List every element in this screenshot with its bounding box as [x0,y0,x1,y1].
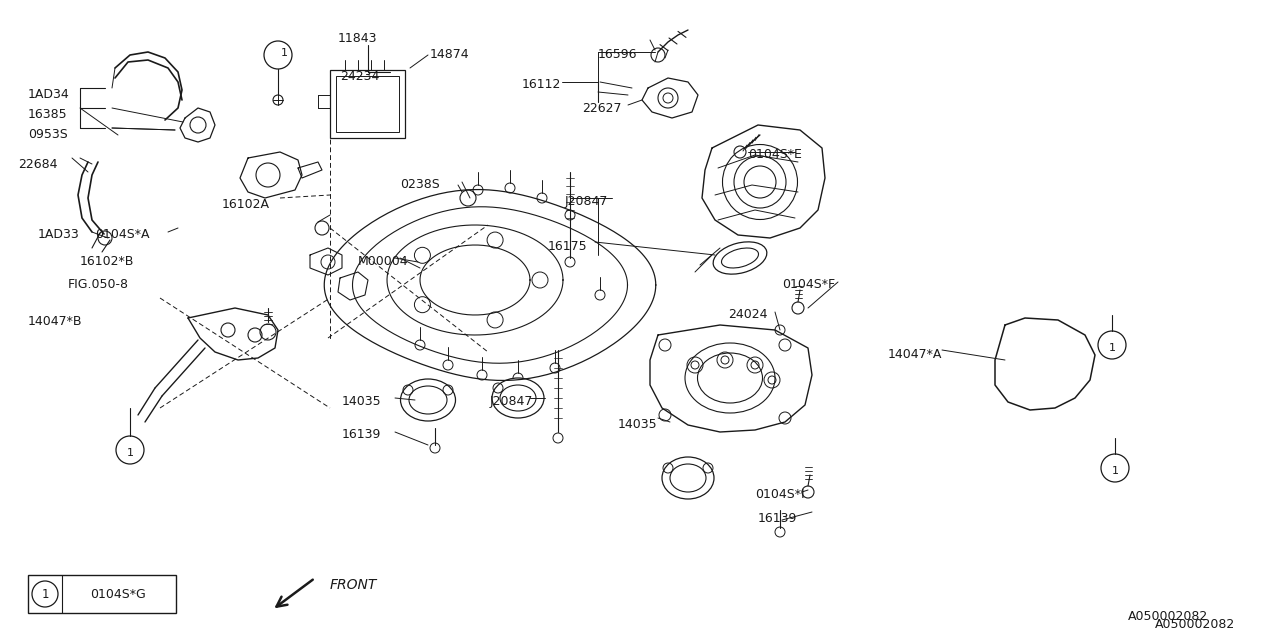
Text: 22627: 22627 [582,102,622,115]
Text: 16139: 16139 [342,428,381,441]
Text: 24024: 24024 [728,308,768,321]
Text: A050002082: A050002082 [1128,610,1208,623]
Text: 16102A: 16102A [221,198,270,211]
Text: 0104S*A: 0104S*A [95,228,150,241]
Text: J20847: J20847 [490,395,534,408]
Text: 1: 1 [127,448,133,458]
Ellipse shape [744,166,776,198]
Ellipse shape [492,378,544,418]
Text: 16596: 16596 [598,48,637,61]
Text: 0104S*F: 0104S*F [782,278,835,291]
Text: 0238S: 0238S [399,178,440,191]
Text: 16175: 16175 [548,240,588,253]
Text: FRONT: FRONT [330,578,378,592]
Ellipse shape [410,386,447,414]
Text: 1: 1 [1108,343,1115,353]
Text: 22684: 22684 [18,158,58,171]
Ellipse shape [669,464,707,492]
Ellipse shape [722,145,797,220]
Text: 14047*A: 14047*A [888,348,942,361]
Text: 0104S*E: 0104S*E [748,148,801,161]
Ellipse shape [733,156,786,208]
Text: A050002082: A050002082 [1155,618,1235,631]
Text: 0104S*I: 0104S*I [755,488,805,501]
Bar [28,575,177,613]
Ellipse shape [698,353,763,403]
Text: 0953S: 0953S [28,128,68,141]
Ellipse shape [662,457,714,499]
Text: 1AD34: 1AD34 [28,88,69,101]
Text: 0104S*G: 0104S*G [90,589,146,602]
Ellipse shape [713,242,767,274]
Text: 1: 1 [1111,466,1119,476]
Text: M00004: M00004 [358,255,408,268]
Text: 11843: 11843 [338,32,378,45]
Text: 1: 1 [280,48,288,58]
Text: 16102*B: 16102*B [79,255,134,268]
Text: 16385: 16385 [28,108,68,121]
Text: 1AD33: 1AD33 [38,228,79,241]
Text: 14035: 14035 [618,418,658,431]
Text: J20847: J20847 [564,195,608,208]
Ellipse shape [401,379,456,421]
Text: 16112: 16112 [522,78,562,91]
Ellipse shape [685,343,774,413]
Text: 14035: 14035 [342,395,381,408]
Text: 16139: 16139 [758,512,797,525]
Ellipse shape [722,248,759,268]
Bar [330,70,404,138]
Text: 14047*B: 14047*B [28,315,82,328]
Ellipse shape [500,385,536,411]
Text: 1: 1 [41,589,49,602]
Text: 24234: 24234 [340,70,379,83]
Text: 14874: 14874 [430,48,470,61]
Bar [335,76,399,132]
Text: FIG.050-8: FIG.050-8 [68,278,129,291]
